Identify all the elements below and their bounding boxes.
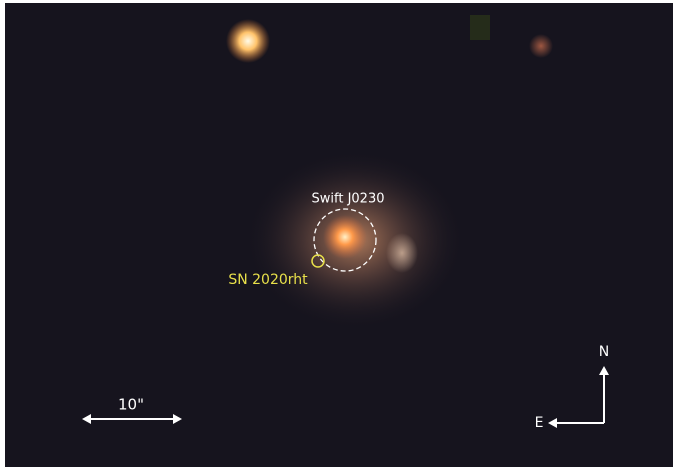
compass bbox=[548, 366, 609, 428]
scale-label: 10" bbox=[118, 396, 144, 414]
east-label: E bbox=[535, 415, 544, 431]
source-circle bbox=[313, 208, 377, 272]
scale-bar bbox=[82, 414, 182, 424]
spiral-arm-knot bbox=[386, 233, 418, 273]
supernova-label: SN 2020rht bbox=[228, 272, 308, 288]
north-label: N bbox=[599, 344, 609, 360]
star bbox=[226, 19, 270, 63]
artifact bbox=[470, 15, 490, 40]
galaxy-nucleus bbox=[323, 215, 367, 259]
source-label: Swift J0230 bbox=[312, 192, 385, 207]
faint-source bbox=[529, 34, 553, 58]
supernova-circle bbox=[311, 254, 325, 268]
